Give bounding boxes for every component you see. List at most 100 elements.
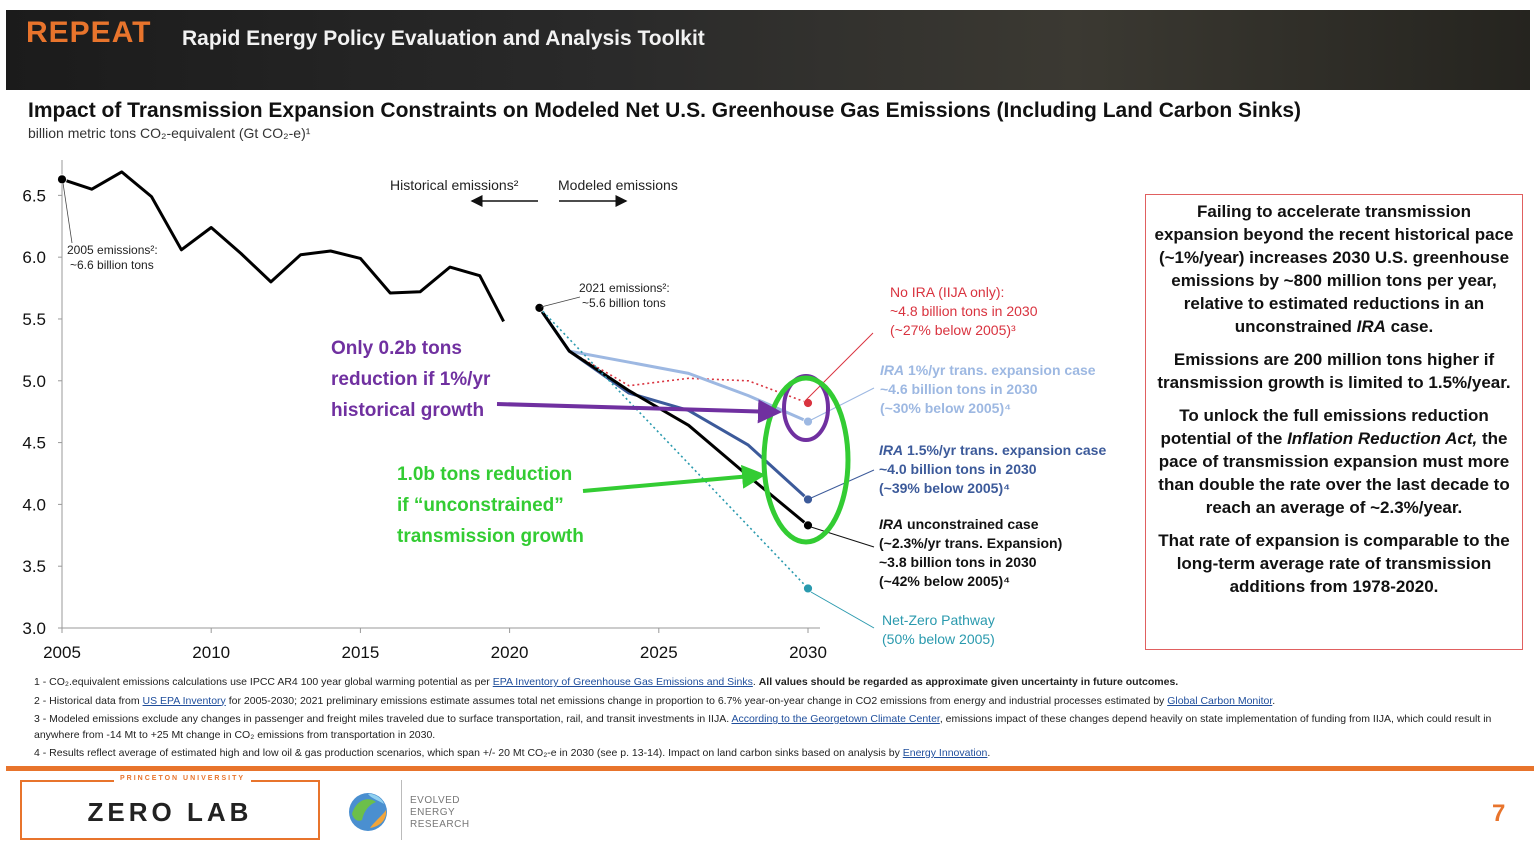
message-p3-text: To unlock the full emissions reduction p…: [1160, 406, 1489, 448]
y-tick-label: 4.0: [22, 495, 46, 514]
netzero-line2: (50% below 2005): [882, 631, 995, 647]
e2005-label: 2005 emissions²: ~6.6 billion tons: [67, 243, 158, 273]
footnote-4-text: 4 - Results reflect average of estimated…: [34, 747, 903, 759]
message-p1-text: Failing to accelerate transmission expan…: [1154, 202, 1514, 336]
footnote-1-sep: .: [752, 676, 759, 688]
x-tick-label: 2005: [43, 643, 81, 662]
footnote-2: 2 - Historical data from US EPA Inventor…: [34, 694, 1514, 710]
ira1-line1-text: 1%/yr trans. expansion case: [904, 362, 1096, 378]
footer-separator: [401, 780, 402, 840]
iraun-italic: IRA: [879, 516, 904, 532]
leader-nz: [810, 591, 875, 629]
footnote-1-link[interactable]: EPA Inventory of Greenhouse Gas Emission…: [492, 676, 753, 688]
message-p1: Failing to accelerate transmission expan…: [1154, 200, 1514, 338]
data-point: [803, 416, 813, 427]
data-point: [57, 174, 67, 185]
ira15-line2: ~4.0 billion tons in 2030: [879, 461, 1037, 477]
leader-ira15: [810, 469, 875, 499]
data-point: [534, 302, 545, 313]
footnote-3-link[interactable]: According to the Georgetown Climate Cent…: [731, 713, 940, 725]
footnote-3-text: 3 - Modeled emissions exclude any change…: [34, 713, 732, 725]
green-highlight-ring: [761, 375, 851, 545]
partner-name: EVOLVED ENERGY RESEARCH: [410, 795, 480, 831]
iraun-line1: IRA unconstrained case: [879, 515, 1062, 534]
footnote-1-text: 1 - CO₂.equivalent emissions calculation…: [34, 676, 493, 688]
lab-name: ZERO LAB: [87, 797, 253, 827]
message-p2: Emissions are 200 million tons higher if…: [1157, 350, 1511, 392]
leader-iraun: [810, 526, 875, 548]
y-tick-label: 6.5: [22, 186, 46, 205]
chart-axes: 3.0 3.5 4.0 4.5 5.0 5.5 6.0 6.5 2005 2010 2015 2020…: [22, 160, 827, 662]
header-banner: [6, 10, 1530, 90]
x-tick-label: 2010: [192, 643, 230, 662]
iraun-line2: (~2.3%/yr trans. Expansion): [879, 535, 1063, 551]
annotation-overlay: [62, 182, 875, 629]
e2021-label: 2021 emissions²: ~5.6 billion tons: [579, 281, 670, 311]
x-tick-label: 2020: [491, 643, 529, 662]
footnote-3: 3 - Modeled emissions exclude any change…: [34, 712, 1514, 743]
footnotes: 1 - CO₂.equivalent emissions calculation…: [34, 675, 1514, 765]
iraun-label: IRA unconstrained case (~2.3%/yr trans. …: [879, 515, 1062, 591]
ira15-label: IRA 1.5%/yr trans. expansion case ~4.0 b…: [879, 441, 1106, 498]
message-p3-italic: Inflation Reduction Act,: [1287, 429, 1478, 448]
purple-callout-line2: reduction if 1%/yr: [331, 369, 491, 390]
footnote-2-text: 2 - Historical data from: [34, 694, 143, 707]
footnote-2-end: .: [1272, 694, 1276, 707]
data-point: [803, 398, 813, 408]
footnote-3-end: , emissions impact of these changes depe…: [34, 713, 1492, 741]
data-point: [803, 520, 813, 531]
noira-line2: ~4.8 billion tons in 2030: [890, 303, 1038, 319]
message-p1-italic: IRA: [1356, 317, 1386, 336]
leader-2021: [540, 296, 581, 308]
footnote-4-end: .: [987, 747, 991, 759]
e2021-label-line2: ~5.6 billion tons: [582, 296, 666, 310]
zero-lab-logo: PRINCETON UNIVERSITY ZERO LAB: [20, 775, 320, 840]
data-point: [803, 583, 813, 594]
chart-title: Impact of Transmission Expansion Constra…: [28, 99, 1302, 122]
globe-icon: [349, 793, 387, 831]
noira-label: No IRA (IIJA only): ~4.8 billion tons in…: [890, 283, 1038, 340]
y-tick-label: 3.0: [22, 619, 46, 638]
ira15-line3: (~39% below 2005)⁴: [879, 480, 1011, 496]
purple-callout-arrow: [496, 399, 782, 424]
series-line-1: [61, 170, 505, 323]
message-p1-end: case.: [1385, 317, 1434, 336]
ira15-line1-text: 1.5%/yr trans. expansion case: [903, 442, 1107, 458]
footnote-2-link2[interactable]: Global Carbon Monitor: [1167, 694, 1273, 707]
noira-line3: (~27% below 2005)³: [890, 322, 1016, 338]
footnote-1-bold: All values should be regarded as approxi…: [758, 676, 1179, 688]
y-tick-label: 4.5: [22, 434, 46, 453]
footer-rule: [6, 766, 1534, 771]
e2005-label-line1: 2005 emissions²:: [67, 243, 158, 257]
e2021-label-line1: 2021 emissions²:: [579, 281, 670, 295]
green-callout-arrow: [582, 464, 766, 493]
iraun-line4: (~42% below 2005)⁴: [879, 573, 1011, 589]
footnote-4-link[interactable]: Energy Innovation: [902, 747, 988, 759]
page-number: 7: [1492, 800, 1506, 827]
netzero-label: Net-Zero Pathway (50% below 2005): [882, 611, 995, 649]
footnote-2-link1[interactable]: US EPA Inventory: [142, 694, 226, 707]
partner-line2: ENERGY: [410, 807, 456, 818]
ira1-line1: IRA 1%/yr trans. expansion case: [880, 361, 1096, 380]
chart-subtitle: billion metric tons CO₂-equivalent (Gt C…: [28, 125, 311, 141]
ira15-line1: IRA 1.5%/yr trans. expansion case: [879, 441, 1106, 460]
leader-ira1: [808, 387, 875, 422]
y-tick-label: 6.0: [22, 248, 46, 267]
ira1-line2: ~4.6 billion tons in 2030: [880, 381, 1038, 397]
purple-callout: Only 0.2b tons reduction if 1%/yr histor…: [331, 333, 490, 426]
leader-2005: [62, 182, 73, 244]
series-line-2: [538, 307, 809, 404]
y-tick-label: 5.0: [22, 372, 46, 391]
noira-line1: No IRA (IIJA only):: [890, 284, 1005, 300]
ira15-italic: IRA: [879, 442, 904, 458]
purple-callout-line1: Only 0.2b tons: [331, 338, 462, 359]
partner-line3: RESEARCH: [410, 819, 470, 830]
brand-logo: REPEAT: [26, 16, 152, 49]
data-point: [803, 494, 813, 505]
points-layer: [57, 174, 813, 594]
green-callout-line2: if “unconstrained”: [397, 495, 564, 516]
footnote-2-mid: for 2005-2030; 2021 preliminary emission…: [225, 694, 1168, 707]
iraun-line3: ~3.8 billion tons in 2030: [879, 554, 1037, 570]
modeled-label: Modeled emissions: [558, 177, 678, 193]
ira1-italic: IRA: [880, 362, 905, 378]
